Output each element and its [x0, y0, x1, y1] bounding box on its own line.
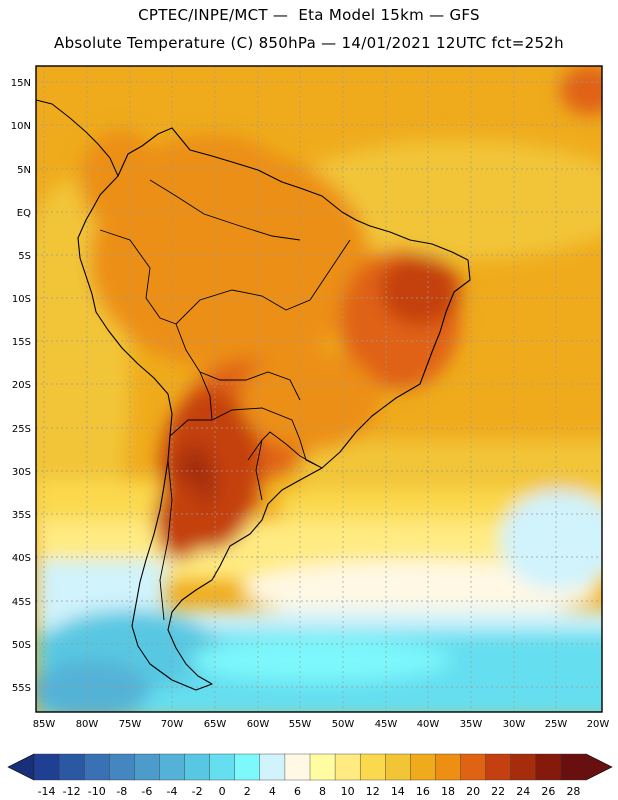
lat-label: EQ [17, 208, 31, 219]
colorbar-swatch [109, 753, 135, 781]
lat-label: 5S [18, 251, 31, 262]
colorbar-tick-label: 20 [466, 785, 480, 798]
colorbar-tick-label: 22 [491, 785, 505, 798]
colorbar-tick-label: -14 [38, 785, 56, 798]
lon-label: 65W [204, 719, 227, 730]
lon-label: 40W [417, 719, 440, 730]
lon-label: 25W [545, 719, 568, 730]
lat-label: 55S [12, 683, 31, 694]
lat-label: 10S [12, 294, 31, 305]
colorbar-swatch [259, 753, 286, 781]
colorbar-left-arrow [7, 753, 35, 781]
colorbar-tick-label: -8 [116, 785, 127, 798]
colorbar-tick-label: 16 [416, 785, 430, 798]
colorbar-tick-label: 18 [441, 785, 455, 798]
lat-label: 10N [11, 121, 31, 132]
country-borders [99, 179, 351, 621]
colorbar-tick-label: 0 [219, 785, 226, 798]
colorbar-tick-label: -12 [63, 785, 81, 798]
colorbar-tick-label: 8 [319, 785, 326, 798]
colorbar-swatch [410, 753, 436, 781]
lat-label: 25S [12, 424, 31, 435]
lon-label: 50W [332, 719, 355, 730]
colorbar-tick-label: 28 [566, 785, 580, 798]
colorbar-tick-label: 24 [516, 785, 530, 798]
lat-label: 15S [12, 337, 31, 348]
south-america-coastline [77, 127, 471, 691]
lat-label: 40S [12, 553, 31, 564]
lat-label: 45S [12, 597, 31, 608]
colorbar-tick-label: 26 [541, 785, 555, 798]
lat-label: 50S [12, 640, 31, 651]
colorbar-tick-label: 2 [244, 785, 251, 798]
colorbar-swatch [159, 753, 186, 781]
colorbar-swatch [83, 753, 110, 781]
colorbar-tick-label: 6 [294, 785, 301, 798]
graticule [36, 66, 602, 712]
map-subtitle: Absolute Temperature (C) 850hPa — 14/01/… [54, 34, 564, 52]
colorbar-tick-label: 10 [341, 785, 355, 798]
colorbar-swatch [284, 753, 311, 781]
colorbar-tick-label: 4 [269, 785, 276, 798]
colorbar-swatch [535, 753, 562, 781]
colorbar-swatch [560, 753, 587, 781]
central-america-coastline [36, 99, 119, 177]
colorbar-swatch [385, 753, 411, 781]
lon-label: 55W [289, 719, 312, 730]
colorbar: -14 -12 -10 -8 -6 -4 -2 0 2 4 6 8 10 12 14 16 18 20 22 24 26… [7, 753, 613, 798]
colorbar-right-arrow [585, 753, 613, 781]
lon-label: 30W [503, 719, 526, 730]
colorbar-swatch [359, 753, 386, 781]
lat-label: 30S [12, 467, 31, 478]
temperature-shading [36, 66, 602, 712]
lon-label: 35W [460, 719, 483, 730]
latitude-labels: 15N 10N 5N EQ 5S 10S 15S 20S 25S 30S 35S… [11, 78, 31, 694]
lat-label: 5N [17, 165, 31, 176]
colorbar-tick-label: -6 [141, 785, 152, 798]
map-frame [35, 65, 603, 713]
colorbar-swatch [435, 753, 462, 781]
colorbar-swatch [33, 753, 60, 781]
longitude-labels: 85W 80W 75W 70W 65W 60W 55W 50W 45W 40W … [33, 719, 610, 730]
colorbar-tick-label: -2 [192, 785, 203, 798]
lon-label: 45W [375, 719, 398, 730]
colorbar-swatch [485, 753, 512, 781]
colorbar-tick-label: 14 [391, 785, 405, 798]
colorbar-swatch [460, 753, 487, 781]
colorbar-tick-label: -4 [167, 785, 178, 798]
colorbar-swatch [234, 753, 261, 781]
lat-label: 20S [12, 380, 31, 391]
lat-label: 35S [12, 510, 31, 521]
lon-label: 85W [33, 719, 56, 730]
map-title: CPTEC/INPE/MCT — Eta Model 15km — GFS [138, 6, 480, 24]
colorbar-swatch [309, 753, 336, 781]
lon-label: 70W [161, 719, 184, 730]
colorbar-tick-label: -10 [88, 785, 106, 798]
lat-label: 15N [11, 78, 31, 89]
colorbar-tick-label: 12 [366, 785, 380, 798]
colorbar-swatch [134, 753, 160, 781]
lon-label: 20W [587, 719, 610, 730]
lon-label: 60W [247, 719, 270, 730]
colorbar-swatch [510, 753, 537, 781]
colorbar-swatch [209, 753, 236, 781]
colorbar-swatch [184, 753, 211, 781]
colorbar-swatch [58, 753, 85, 781]
lon-label: 75W [119, 719, 142, 730]
colorbar-swatch [334, 753, 361, 781]
lon-label: 80W [76, 719, 99, 730]
